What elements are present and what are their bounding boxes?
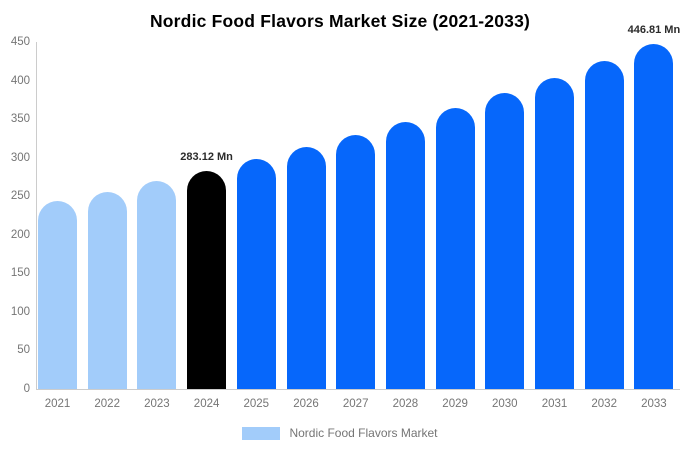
value-label-2033: 446.81 Mn bbox=[627, 24, 680, 37]
x-tick-label-2025: 2025 bbox=[243, 398, 270, 410]
x-tick-label-2024: 2024 bbox=[193, 398, 220, 410]
chart-title: Nordic Food Flavors Market Size (2021-20… bbox=[149, 11, 531, 31]
x-tick-label-2033: 2033 bbox=[641, 398, 667, 410]
y-tick-label-450: 450 bbox=[10, 36, 30, 48]
x-tick-label-2030: 2030 bbox=[492, 398, 518, 410]
bar-2024 bbox=[187, 170, 227, 389]
y-tick-label-300: 300 bbox=[10, 151, 30, 164]
x-tick-label-2026: 2026 bbox=[293, 398, 319, 410]
bar-2030 bbox=[485, 93, 525, 389]
bar-2023 bbox=[137, 181, 177, 389]
y-tick-label-250: 250 bbox=[10, 190, 30, 203]
x-tick-label-2031: 2031 bbox=[541, 398, 568, 410]
y-tick-label-150: 150 bbox=[10, 267, 30, 280]
x-tick-label-2032: 2032 bbox=[591, 398, 617, 410]
x-tick-label-2023: 2023 bbox=[144, 398, 170, 410]
x-tick-label-2021: 2021 bbox=[44, 398, 71, 410]
x-tick-label-2028: 2028 bbox=[392, 398, 419, 410]
bar-2022 bbox=[87, 191, 127, 389]
value-label-2024: 283.12 Mn bbox=[180, 150, 233, 163]
bar-2033 bbox=[634, 44, 674, 389]
y-tick-label-50: 50 bbox=[17, 344, 30, 357]
y-tick-label-200: 200 bbox=[10, 228, 30, 241]
legend: Nordic Food Flavors Market bbox=[0, 426, 680, 440]
bar-2028 bbox=[385, 121, 425, 389]
y-tick-label-0: 0 bbox=[23, 383, 30, 395]
x-axis-line bbox=[36, 389, 680, 390]
x-tick-label-2027: 2027 bbox=[342, 398, 369, 410]
y-tick-label-350: 350 bbox=[10, 113, 30, 126]
bar-2032 bbox=[584, 61, 624, 389]
bar-2027 bbox=[336, 134, 376, 389]
x-tick-label-2029: 2029 bbox=[442, 398, 468, 410]
bar-2021 bbox=[38, 201, 77, 389]
bar-2031 bbox=[535, 77, 574, 389]
legend-label: Nordic Food Flavors Market bbox=[289, 426, 438, 440]
bar-2026 bbox=[286, 147, 326, 389]
bar-2025 bbox=[236, 159, 276, 389]
y-tick-label-100: 100 bbox=[10, 305, 30, 318]
y-axis-line bbox=[36, 42, 37, 389]
x-tick-label-2022: 2022 bbox=[94, 398, 120, 410]
legend-swatch bbox=[242, 426, 281, 440]
bar-2029 bbox=[435, 107, 475, 389]
y-tick-label-400: 400 bbox=[10, 74, 30, 87]
